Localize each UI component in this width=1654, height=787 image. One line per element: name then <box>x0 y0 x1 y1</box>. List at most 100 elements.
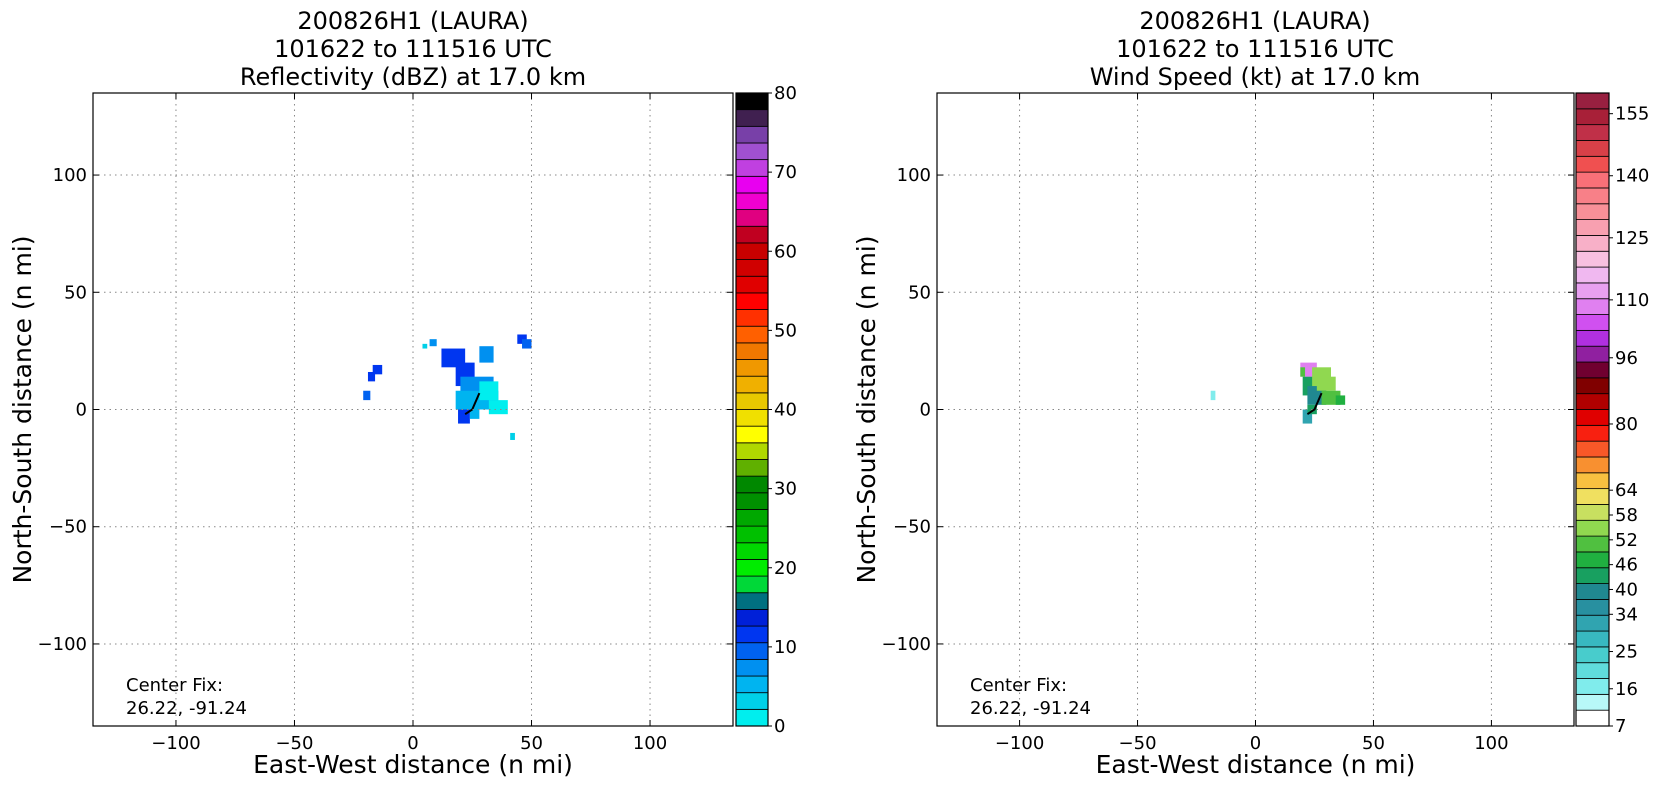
data-cell <box>479 346 494 363</box>
data-cell <box>422 343 428 349</box>
colorbar-tick-label: 16 <box>1615 679 1638 700</box>
colorbar-segment <box>1575 504 1610 521</box>
center-fix-annotation: Center Fix: <box>126 675 223 696</box>
colorbar-segment <box>1575 614 1610 632</box>
colorbar-segment <box>735 675 769 694</box>
colorbar-segment <box>1575 535 1610 553</box>
colorbar-segment <box>735 442 769 460</box>
data-cell <box>458 409 470 424</box>
colorbar-segment <box>1575 377 1610 395</box>
x-tick-label: 0 <box>407 733 418 754</box>
y-tick-label: −50 <box>893 517 931 538</box>
colorbar-segment <box>1575 456 1610 474</box>
colorbar-segment <box>1575 583 1610 600</box>
data-cell <box>469 409 480 419</box>
colorbar-frame <box>1575 92 1610 727</box>
data-cell <box>1300 367 1306 377</box>
colorbar-segment <box>735 642 769 660</box>
colorbar-tick-label: 80 <box>774 83 797 104</box>
colorbar-segment <box>1575 567 1610 584</box>
colorbar-tick-label: 96 <box>1615 348 1638 369</box>
colorbar-segment <box>1575 298 1610 315</box>
x-tick-label: −50 <box>1119 733 1157 754</box>
colorbar-segment <box>735 109 769 127</box>
colorbar-segment <box>735 225 769 244</box>
chart-panel-1: 200826H1 (LAURA)101622 to 111516 UTCRefl… <box>8 7 797 779</box>
colorbar-segment <box>1575 662 1610 679</box>
chart-title-line-1: 200826H1 (LAURA) <box>1139 7 1370 35</box>
colorbar-tick-label: 0 <box>774 716 785 737</box>
colorbar-segment <box>735 625 769 644</box>
colorbar-segment <box>1575 693 1610 711</box>
y-tick-label: 100 <box>53 165 87 186</box>
colorbar-segment <box>735 92 769 111</box>
colorbar-segment <box>1575 92 1610 110</box>
data-cell <box>522 339 532 349</box>
colorbar-segment <box>735 559 769 577</box>
chart-title-line-3: Reflectivity (dBZ) at 17.0 km <box>240 63 586 91</box>
colorbar-segment <box>1575 108 1610 126</box>
y-axis-label: North-South distance (n mi) <box>8 235 37 583</box>
colorbar-segment <box>735 492 769 510</box>
colorbar-segment <box>735 542 769 560</box>
storm-track-line <box>464 392 481 416</box>
colorbar-segment <box>1575 155 1610 173</box>
y-tick-label: 0 <box>920 400 931 421</box>
colorbar-tick-label: 80 <box>1615 414 1638 435</box>
y-tick-label: 50 <box>908 282 931 303</box>
data-cell <box>1210 390 1216 401</box>
colorbar-segment <box>735 708 769 727</box>
x-tick-label: 50 <box>1362 733 1385 754</box>
colorbar-segment <box>1575 235 1610 252</box>
colorbar-tick-label: 110 <box>1615 290 1649 311</box>
colorbar-tick-label: 25 <box>1615 642 1638 663</box>
colorbar-segment <box>735 325 769 344</box>
colorbar-tick-label: 7 <box>1615 716 1626 737</box>
colorbar-segment <box>1575 219 1610 236</box>
colorbar-segment <box>1575 488 1610 505</box>
colorbar-segment <box>1575 203 1610 220</box>
x-tick-label: 100 <box>1474 733 1508 754</box>
data-cell <box>1335 395 1346 405</box>
colorbar-tick-label: 50 <box>774 320 797 341</box>
colorbar-tick-label: 20 <box>774 558 797 579</box>
colorbar-segment <box>735 692 769 710</box>
colorbar-tick-label: 58 <box>1615 505 1638 526</box>
data-cell <box>441 348 466 368</box>
y-tick-label: 50 <box>64 282 87 303</box>
storm-track-line <box>1306 392 1323 416</box>
colorbar-tick-label: 30 <box>774 479 797 500</box>
colorbar-segment <box>735 259 769 277</box>
chart-title-line-2: 101622 to 111516 UTC <box>1116 35 1394 63</box>
data-cell <box>429 339 437 347</box>
y-axis-label: North-South distance (n mi) <box>852 235 881 583</box>
colorbar-segment <box>735 592 769 610</box>
colorbar-tick-label: 40 <box>774 400 797 421</box>
colorbar-tick-label: 155 <box>1615 104 1649 125</box>
y-tick-label: −100 <box>38 634 87 655</box>
colorbar-segment <box>735 425 769 444</box>
colorbar-segment <box>1575 171 1610 189</box>
colorbar-segment <box>735 175 769 194</box>
colorbar-segment <box>1575 314 1610 331</box>
colorbar-segment <box>735 525 769 544</box>
colorbar-segment <box>735 125 769 144</box>
center-fix-annotation: 26.22, -91.24 <box>126 698 247 719</box>
colorbar-segment <box>1575 424 1610 442</box>
chart-title-line-2: 101622 to 111516 UTC <box>274 35 552 63</box>
colorbar-segment <box>1575 266 1610 284</box>
chart-title-line-1: 200826H1 (LAURA) <box>297 7 528 35</box>
colorbar-segment <box>1575 440 1610 458</box>
colorbar-segment <box>735 375 769 394</box>
colorbar-segment <box>735 192 769 211</box>
x-tick-label: −100 <box>995 733 1044 754</box>
colorbar-tick-label: 60 <box>774 241 797 262</box>
y-tick-label: 100 <box>897 165 931 186</box>
data-cell <box>1302 409 1313 424</box>
colorbar-segment <box>1575 709 1610 727</box>
colorbar-segment <box>1575 140 1610 157</box>
data-cell <box>1316 376 1336 391</box>
colorbar-segment <box>1575 409 1610 426</box>
x-tick-label: 50 <box>520 733 543 754</box>
